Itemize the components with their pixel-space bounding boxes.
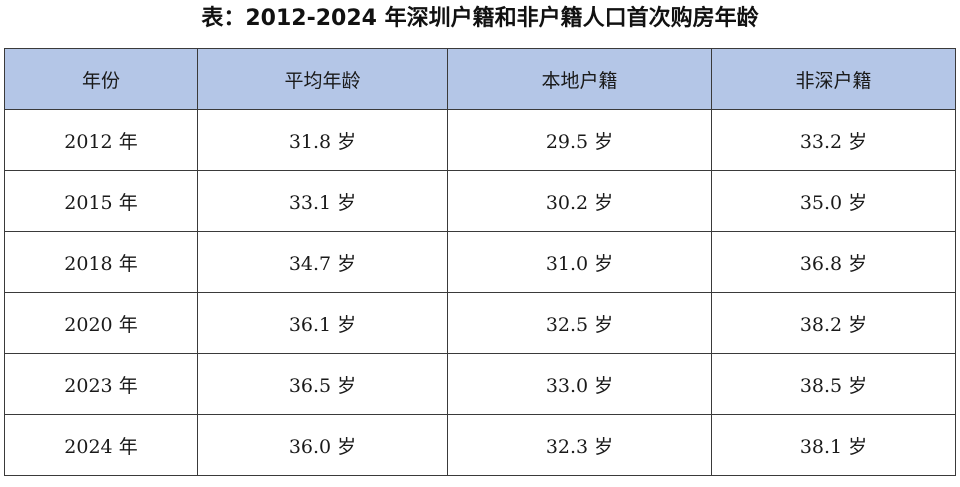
cell-year: 2012 年 [4, 109, 198, 171]
cell-year: 2024 年 [4, 414, 198, 476]
cell-average-age: 36.5 岁 [197, 353, 448, 415]
cell-non-local-hukou: 33.2 岁 [711, 109, 956, 171]
cell-year: 2020 年 [4, 292, 198, 354]
age-table: 年份 平均年龄 本地户籍 非深户籍 2012 年 31.8 岁 29.5 岁 3… [4, 48, 956, 476]
table-title: 表：2012-2024 年深圳户籍和非户籍人口首次购房年龄 [201, 6, 759, 31]
header-year: 年份 [4, 48, 198, 110]
cell-local-hukou: 29.5 岁 [447, 109, 712, 171]
cell-average-age: 34.7 岁 [197, 231, 448, 293]
cell-average-age: 36.0 岁 [197, 414, 448, 476]
table-row: 2012 年 31.8 岁 29.5 岁 33.2 岁 [4, 109, 956, 171]
cell-non-local-hukou: 38.1 岁 [711, 414, 956, 476]
cell-year: 2015 年 [4, 170, 198, 232]
cell-year: 2023 年 [4, 353, 198, 415]
cell-average-age: 36.1 岁 [197, 292, 448, 354]
header-local-hukou: 本地户籍 [447, 48, 712, 110]
cell-non-local-hukou: 35.0 岁 [711, 170, 956, 232]
cell-local-hukou: 32.5 岁 [447, 292, 712, 354]
cell-year: 2018 年 [4, 231, 198, 293]
cell-local-hukou: 33.0 岁 [447, 353, 712, 415]
table-row: 2018 年 34.7 岁 31.0 岁 36.8 岁 [4, 231, 956, 293]
cell-non-local-hukou: 38.2 岁 [711, 292, 956, 354]
cell-non-local-hukou: 38.5 岁 [711, 353, 956, 415]
cell-local-hukou: 30.2 岁 [447, 170, 712, 232]
cell-average-age: 33.1 岁 [197, 170, 448, 232]
table-row: 2023 年 36.5 岁 33.0 岁 38.5 岁 [4, 353, 956, 415]
table-row: 2024 年 36.0 岁 32.3 岁 38.1 岁 [4, 414, 956, 476]
cell-local-hukou: 31.0 岁 [447, 231, 712, 293]
table-header-row: 年份 平均年龄 本地户籍 非深户籍 [4, 48, 956, 110]
table-row: 2020 年 36.1 岁 32.5 岁 38.2 岁 [4, 292, 956, 354]
cell-non-local-hukou: 36.8 岁 [711, 231, 956, 293]
header-non-local-hukou: 非深户籍 [711, 48, 956, 110]
table-row: 2015 年 33.1 岁 30.2 岁 35.0 岁 [4, 170, 956, 232]
cell-average-age: 31.8 岁 [197, 109, 448, 171]
header-average-age: 平均年龄 [197, 48, 448, 110]
cell-local-hukou: 32.3 岁 [447, 414, 712, 476]
